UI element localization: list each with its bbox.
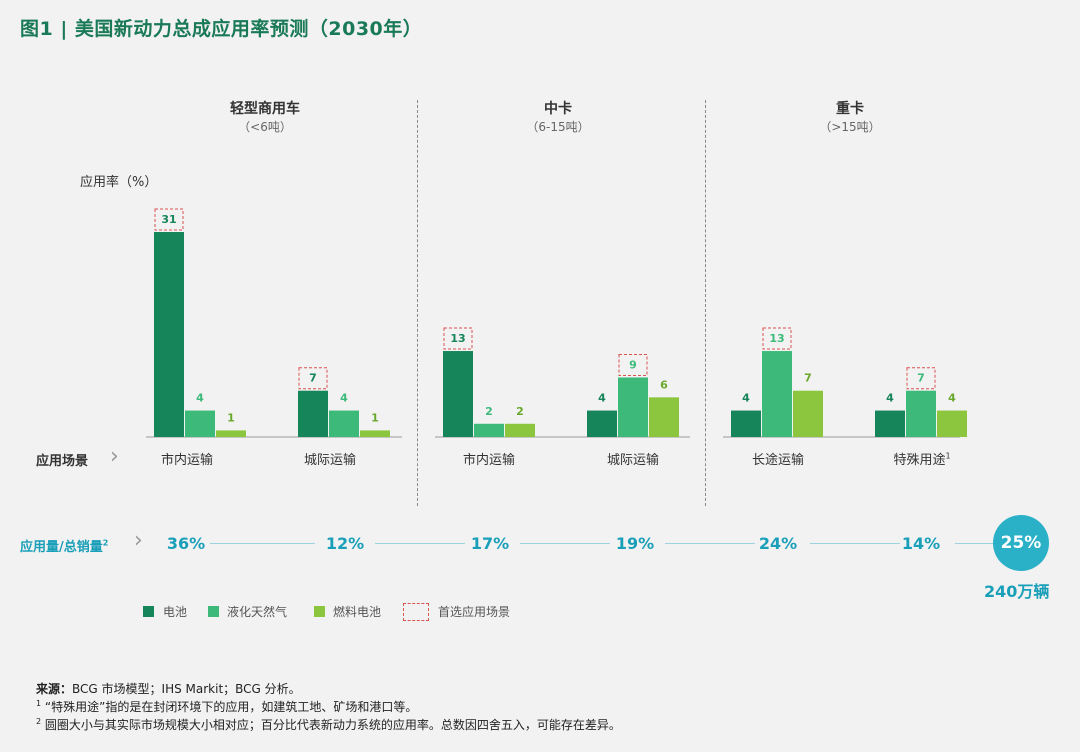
group-divider bbox=[417, 100, 418, 506]
bar-lng bbox=[906, 390, 936, 437]
bar-battery bbox=[298, 390, 328, 437]
scenario-label: 城际运输 bbox=[606, 453, 659, 468]
data-label: 7 bbox=[917, 372, 925, 385]
scenario-label-special: 特殊用途1 bbox=[893, 451, 951, 468]
bar-battery bbox=[731, 410, 761, 437]
group-subtitle-light: （<6吨） bbox=[238, 120, 292, 134]
bar-battery bbox=[587, 410, 617, 437]
data-label: 13 bbox=[769, 332, 784, 345]
chevron-right-icon: › bbox=[110, 444, 119, 469]
group-subtitle-medium: （6-15吨） bbox=[526, 120, 590, 134]
footnote-1: 1 “特殊用途”指的是在封闭环境下的应用，如建筑工地、矿场和港口等。 bbox=[36, 699, 418, 714]
data-label: 31 bbox=[161, 213, 176, 226]
scenario-row-label: 应用场景 bbox=[36, 454, 89, 469]
data-label: 13 bbox=[450, 332, 465, 345]
bar-fuel-cell bbox=[793, 390, 823, 437]
group-title-light: 轻型商用车 bbox=[230, 101, 300, 117]
data-label: 7 bbox=[804, 372, 812, 385]
data-label: 4 bbox=[598, 392, 606, 405]
data-label: 2 bbox=[516, 405, 524, 418]
bar-lng bbox=[185, 410, 215, 437]
bar-battery bbox=[443, 351, 473, 437]
bar-lng bbox=[618, 377, 648, 437]
ratio-row-label: 应用量/总销量2 bbox=[20, 538, 109, 555]
preferred-scenario-box bbox=[443, 327, 473, 350]
group-title-heavy: 重卡 bbox=[836, 101, 864, 117]
bar-fuel-cell bbox=[937, 410, 967, 437]
ratio-value: 36% bbox=[166, 534, 206, 553]
legend-label-lng: 液化天然气 bbox=[227, 605, 288, 619]
data-label: 6 bbox=[660, 378, 668, 391]
data-label: 4 bbox=[742, 392, 750, 405]
legend-label-fuel-cell: 燃料电池 bbox=[333, 605, 382, 619]
ratio-connector bbox=[375, 543, 465, 544]
data-label: 4 bbox=[886, 392, 894, 405]
ratio-value: 19% bbox=[615, 534, 655, 553]
legend-swatch-preferred bbox=[403, 603, 429, 621]
chevron-right-icon: › bbox=[134, 528, 143, 553]
preferred-scenario-box bbox=[762, 327, 792, 350]
bar-fuel-cell bbox=[649, 397, 679, 437]
ratio-connector bbox=[665, 543, 755, 544]
ratio-connector bbox=[810, 543, 900, 544]
scenario-label: 城际运输 bbox=[303, 453, 356, 468]
bar-lng bbox=[474, 423, 504, 437]
bar-fuel-cell bbox=[216, 430, 246, 437]
preferred-scenario-box bbox=[618, 353, 648, 376]
ratio-value: 12% bbox=[325, 534, 365, 553]
legend-swatch-battery bbox=[143, 606, 154, 617]
legend-swatch-fuel-cell bbox=[314, 606, 325, 617]
scenario-label: 市内运输 bbox=[462, 453, 515, 468]
scenario-label: 市内运输 bbox=[160, 453, 213, 468]
total-units: 240万辆 bbox=[984, 582, 1050, 601]
scenario-label: 长途运输 bbox=[751, 453, 804, 468]
data-label: 1 bbox=[371, 411, 379, 424]
ratio-value: 14% bbox=[901, 534, 941, 553]
data-label: 7 bbox=[309, 372, 317, 385]
legend-label-battery: 电池 bbox=[163, 605, 188, 619]
legend-swatch-lng bbox=[208, 606, 219, 617]
data-label: 1 bbox=[227, 411, 235, 424]
data-label: 4 bbox=[948, 392, 956, 405]
preferred-scenario-box bbox=[154, 208, 184, 231]
source-note: 来源：BCG 市场模型；IHS Markit；BCG 分析。 bbox=[36, 682, 301, 696]
data-label: 9 bbox=[629, 358, 637, 371]
data-label: 2 bbox=[485, 405, 493, 418]
ratio-connector bbox=[955, 543, 993, 544]
y-axis-label: 应用率（%） bbox=[80, 175, 158, 190]
legend-label-preferred: 首选应用场景 bbox=[438, 605, 511, 619]
bar-chart: 31 4 1 7 4 1 13 2 2 4 9 6 4 13 7 4 7 4 bbox=[146, 208, 967, 438]
ratio-value: 24% bbox=[758, 534, 798, 553]
ratio-connector bbox=[210, 543, 315, 544]
bar-battery bbox=[154, 232, 184, 437]
group-title-medium: 中卡 bbox=[544, 101, 572, 117]
footnote-2: 2 圆圈大小与其实际市场规模大小相对应；百分比代表新动力系统的应用率。总数因四舍… bbox=[36, 717, 621, 732]
bar-lng bbox=[329, 410, 359, 437]
chart-title: 图1 | 美国新动力总成应用率预测（2030年） bbox=[20, 18, 423, 40]
data-label: 4 bbox=[340, 392, 348, 405]
group-divider bbox=[705, 100, 706, 506]
ratio-value: 17% bbox=[470, 534, 510, 553]
bar-lng bbox=[762, 351, 792, 437]
preferred-scenario-box bbox=[906, 367, 936, 390]
data-label: 4 bbox=[196, 392, 204, 405]
total-ratio-circle: 25% bbox=[993, 515, 1049, 571]
bar-battery bbox=[875, 410, 905, 437]
ratio-connector bbox=[520, 543, 610, 544]
bar-fuel-cell bbox=[360, 430, 390, 437]
bar-fuel-cell bbox=[505, 423, 535, 437]
group-subtitle-heavy: （>15吨） bbox=[819, 120, 881, 134]
preferred-scenario-box bbox=[298, 367, 328, 390]
